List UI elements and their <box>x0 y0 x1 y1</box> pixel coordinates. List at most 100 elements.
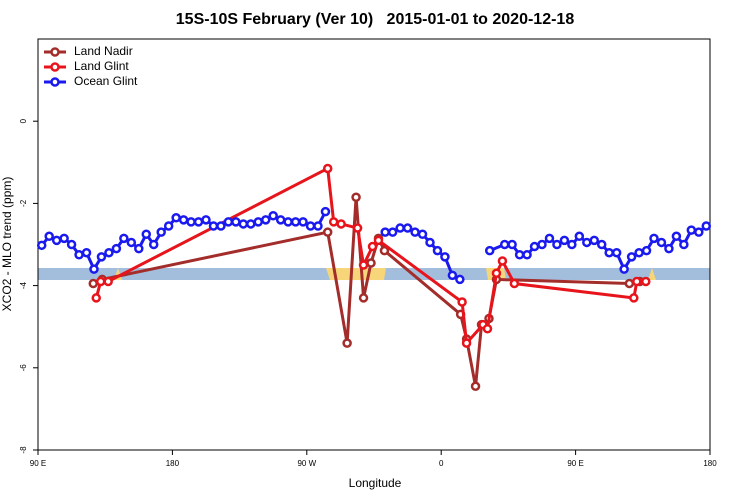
y-tick-label: -4 <box>19 281 28 289</box>
legend-marker <box>50 77 60 87</box>
point <box>373 235 384 246</box>
legend-marker <box>50 62 60 72</box>
point <box>95 276 106 287</box>
point <box>352 223 363 233</box>
point <box>36 240 47 251</box>
point <box>529 241 540 252</box>
point <box>66 239 77 250</box>
point <box>59 233 69 244</box>
series-line <box>94 166 646 347</box>
legend-marker <box>50 47 60 57</box>
point <box>171 213 181 223</box>
point <box>104 247 114 258</box>
y-tick-label: -6 <box>19 364 28 372</box>
point <box>322 227 333 237</box>
point <box>268 210 278 221</box>
point <box>163 221 174 231</box>
point <box>641 245 652 256</box>
point <box>514 250 525 260</box>
point <box>342 338 352 348</box>
point <box>552 239 562 250</box>
x-tick-label: 90 E <box>30 459 46 468</box>
point <box>482 324 493 334</box>
point <box>156 227 166 237</box>
point <box>201 215 211 225</box>
point <box>74 250 84 260</box>
x-axis-label: Longitude <box>349 476 402 490</box>
point <box>366 258 376 268</box>
point <box>461 338 472 348</box>
point <box>410 227 420 237</box>
point <box>596 239 607 250</box>
point <box>671 231 682 242</box>
point <box>298 217 308 227</box>
point <box>425 237 435 248</box>
point <box>470 381 481 392</box>
point <box>89 264 99 274</box>
series-line <box>92 197 641 387</box>
point <box>91 293 101 303</box>
point <box>208 221 219 231</box>
point <box>88 278 99 289</box>
x-tick-label: 180 <box>166 459 180 468</box>
point <box>103 276 113 287</box>
point <box>611 247 622 258</box>
y-tick-label: -2 <box>19 199 28 207</box>
point <box>417 229 428 239</box>
point <box>313 221 323 231</box>
point <box>148 239 159 250</box>
point <box>328 217 339 227</box>
point <box>499 239 510 250</box>
point <box>305 221 316 231</box>
x-tick-label: 180 <box>703 459 717 468</box>
point <box>641 276 651 287</box>
point <box>491 268 502 279</box>
point <box>440 252 450 262</box>
point <box>178 215 189 225</box>
point <box>111 243 122 254</box>
x-tick-label: 90 E <box>567 459 583 468</box>
point <box>253 217 264 227</box>
point <box>656 237 667 248</box>
point <box>246 219 256 229</box>
point <box>126 237 137 248</box>
point <box>484 245 495 256</box>
point <box>544 233 555 244</box>
point <box>358 293 369 303</box>
point <box>283 217 293 227</box>
point <box>387 227 398 237</box>
point <box>626 252 637 262</box>
point <box>559 235 570 246</box>
y-tick-label: -8 <box>19 446 28 454</box>
point <box>509 278 520 289</box>
point <box>290 217 301 227</box>
point <box>455 274 465 285</box>
point <box>619 264 629 274</box>
point <box>457 297 467 307</box>
point <box>686 225 697 235</box>
point <box>632 276 642 287</box>
point <box>260 215 271 225</box>
point <box>604 247 614 258</box>
point <box>238 219 249 229</box>
point <box>320 206 331 217</box>
legend-label: Land Glint <box>74 59 129 73</box>
point <box>624 278 635 289</box>
chart-title: 15S-10S February (Ver 10) 2015-01-01 to … <box>176 11 575 28</box>
point <box>322 163 333 174</box>
point <box>537 239 547 250</box>
point <box>336 219 346 229</box>
point <box>629 293 639 303</box>
point <box>694 227 704 237</box>
point <box>358 260 369 270</box>
point <box>44 231 54 242</box>
point <box>497 256 508 266</box>
point <box>664 243 674 254</box>
point <box>96 252 107 262</box>
point <box>134 243 144 254</box>
point <box>275 215 286 225</box>
point <box>367 241 378 252</box>
land-band <box>326 268 386 280</box>
point <box>567 239 577 250</box>
